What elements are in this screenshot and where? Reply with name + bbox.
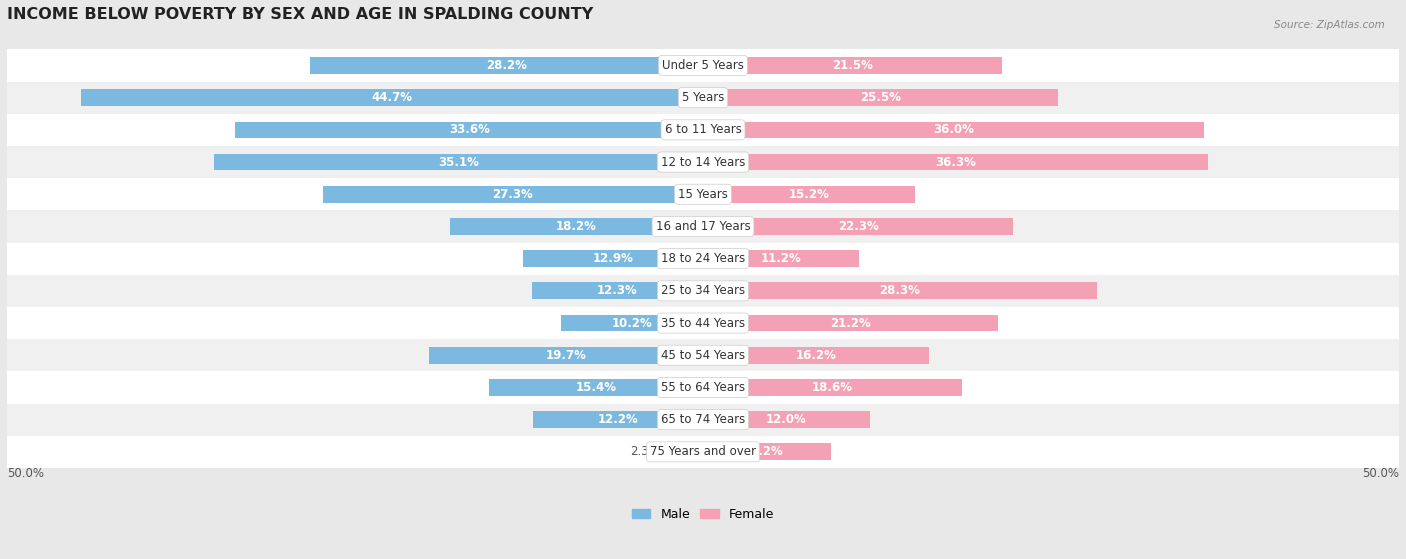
Text: Source: ZipAtlas.com: Source: ZipAtlas.com xyxy=(1274,20,1385,30)
FancyBboxPatch shape xyxy=(7,49,1399,82)
Text: 28.2%: 28.2% xyxy=(486,59,527,72)
Bar xyxy=(489,379,703,396)
Text: INCOME BELOW POVERTY BY SEX AND AGE IN SPALDING COUNTY: INCOME BELOW POVERTY BY SEX AND AGE IN S… xyxy=(7,7,593,22)
Bar xyxy=(703,443,831,460)
Bar xyxy=(671,443,703,460)
Text: 27.3%: 27.3% xyxy=(492,188,533,201)
Bar xyxy=(703,282,1097,299)
Text: 75 Years and over: 75 Years and over xyxy=(650,446,756,458)
Text: 5 Years: 5 Years xyxy=(682,91,724,104)
Bar xyxy=(703,186,914,203)
FancyBboxPatch shape xyxy=(7,82,1399,114)
Legend: Male, Female: Male, Female xyxy=(627,503,779,526)
Text: 16.2%: 16.2% xyxy=(796,349,837,362)
Text: 18.2%: 18.2% xyxy=(555,220,596,233)
Text: 21.2%: 21.2% xyxy=(830,316,870,330)
Text: 50.0%: 50.0% xyxy=(1362,467,1399,480)
FancyBboxPatch shape xyxy=(7,210,1399,243)
Text: 16 and 17 Years: 16 and 17 Years xyxy=(655,220,751,233)
Text: 18.6%: 18.6% xyxy=(813,381,853,394)
Text: 12 to 14 Years: 12 to 14 Years xyxy=(661,155,745,169)
Bar xyxy=(450,218,703,235)
FancyBboxPatch shape xyxy=(7,114,1399,146)
Text: 12.3%: 12.3% xyxy=(598,285,638,297)
Bar xyxy=(703,379,962,396)
Text: 36.0%: 36.0% xyxy=(934,124,974,136)
Bar xyxy=(703,57,1002,74)
Text: 12.2%: 12.2% xyxy=(598,413,638,426)
FancyBboxPatch shape xyxy=(7,436,1399,468)
Text: 19.7%: 19.7% xyxy=(546,349,586,362)
Text: 55 to 64 Years: 55 to 64 Years xyxy=(661,381,745,394)
Bar xyxy=(703,315,998,331)
Bar xyxy=(523,250,703,267)
FancyBboxPatch shape xyxy=(7,339,1399,371)
Text: 65 to 74 Years: 65 to 74 Years xyxy=(661,413,745,426)
Text: 35 to 44 Years: 35 to 44 Years xyxy=(661,316,745,330)
FancyBboxPatch shape xyxy=(7,275,1399,307)
Text: 10.2%: 10.2% xyxy=(612,316,652,330)
FancyBboxPatch shape xyxy=(7,243,1399,275)
Text: Under 5 Years: Under 5 Years xyxy=(662,59,744,72)
Bar xyxy=(703,121,1204,138)
Bar xyxy=(80,89,703,106)
Text: 44.7%: 44.7% xyxy=(371,91,412,104)
Text: 15.2%: 15.2% xyxy=(789,188,830,201)
Bar xyxy=(311,57,703,74)
Text: 2.3%: 2.3% xyxy=(630,446,659,458)
Bar xyxy=(703,89,1057,106)
Text: 35.1%: 35.1% xyxy=(439,155,479,169)
Text: 50.0%: 50.0% xyxy=(7,467,44,480)
Bar xyxy=(703,347,928,364)
Bar xyxy=(703,218,1014,235)
FancyBboxPatch shape xyxy=(7,371,1399,404)
Bar xyxy=(703,250,859,267)
Bar xyxy=(235,121,703,138)
FancyBboxPatch shape xyxy=(7,178,1399,210)
Bar xyxy=(533,411,703,428)
Text: 15 Years: 15 Years xyxy=(678,188,728,201)
FancyBboxPatch shape xyxy=(7,307,1399,339)
Bar xyxy=(323,186,703,203)
Text: 25.5%: 25.5% xyxy=(860,91,901,104)
Text: 21.5%: 21.5% xyxy=(832,59,873,72)
Bar xyxy=(561,315,703,331)
Bar xyxy=(703,154,1208,170)
Text: 22.3%: 22.3% xyxy=(838,220,879,233)
Text: 12.0%: 12.0% xyxy=(766,413,807,426)
FancyBboxPatch shape xyxy=(7,146,1399,178)
Text: 11.2%: 11.2% xyxy=(761,252,801,265)
Text: 36.3%: 36.3% xyxy=(935,155,976,169)
Text: 15.4%: 15.4% xyxy=(575,381,616,394)
Bar xyxy=(703,411,870,428)
Bar xyxy=(429,347,703,364)
Text: 6 to 11 Years: 6 to 11 Years xyxy=(665,124,741,136)
Text: 28.3%: 28.3% xyxy=(880,285,921,297)
Text: 25 to 34 Years: 25 to 34 Years xyxy=(661,285,745,297)
Text: 18 to 24 Years: 18 to 24 Years xyxy=(661,252,745,265)
Bar xyxy=(214,154,703,170)
Text: 45 to 54 Years: 45 to 54 Years xyxy=(661,349,745,362)
Text: 33.6%: 33.6% xyxy=(449,124,489,136)
FancyBboxPatch shape xyxy=(7,404,1399,436)
Bar xyxy=(531,282,703,299)
Text: 9.2%: 9.2% xyxy=(751,446,783,458)
Text: 12.9%: 12.9% xyxy=(593,252,634,265)
